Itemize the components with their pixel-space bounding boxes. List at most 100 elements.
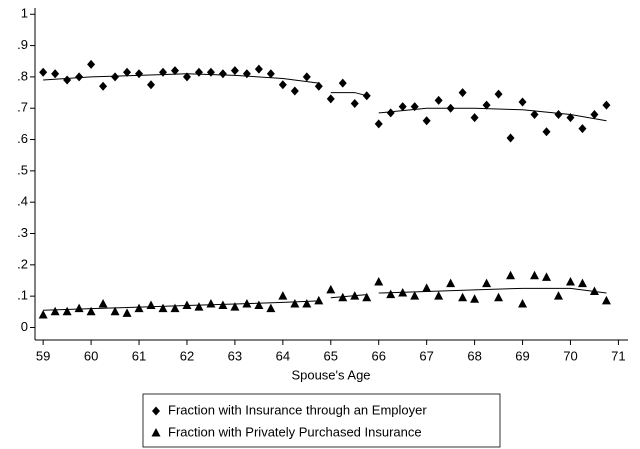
fit-line: [330, 294, 367, 299]
legend-label: Fraction with Privately Purchased Insura…: [168, 424, 422, 439]
diamond-marker: [434, 95, 443, 105]
diamond-marker: [446, 103, 455, 113]
triangle-marker: [62, 306, 72, 316]
diamond-marker: [135, 69, 144, 79]
triangle-marker: [110, 306, 120, 316]
diamond-marker: [566, 113, 575, 123]
y-tick-label: 1: [21, 6, 28, 21]
triangle-marker: [50, 306, 60, 316]
diamond-marker: [63, 75, 72, 85]
x-tick-label: 65: [324, 348, 338, 363]
diamond-marker: [87, 59, 96, 69]
y-tick-label: 0: [21, 319, 28, 334]
triangle-marker: [434, 291, 444, 300]
y-tick-label: .7: [17, 100, 28, 115]
diamond-marker: [266, 69, 275, 79]
triangle-marker: [506, 270, 516, 280]
triangle-marker: [86, 306, 96, 316]
diamond-marker: [302, 72, 311, 82]
triangle-marker: [326, 284, 336, 294]
y-tick-label: .1: [17, 288, 28, 303]
x-tick-label: 67: [419, 348, 433, 363]
diamond-marker: [422, 116, 431, 126]
x-axis-label: Spouse's Age: [291, 367, 370, 382]
diamond-marker: [99, 81, 108, 91]
triangle-marker: [374, 277, 384, 286]
diamond-marker: [530, 109, 539, 119]
diamond-marker: [494, 89, 503, 99]
x-tick-label: 61: [132, 348, 146, 363]
triangle-marker: [302, 298, 312, 308]
diamond-marker: [158, 67, 167, 77]
diamond-marker: [123, 67, 132, 77]
legend-label: Fraction with Insurance through an Emplo…: [168, 402, 427, 417]
diamond-marker: [506, 133, 515, 143]
triangle-marker: [134, 303, 144, 313]
triangle-marker: [589, 286, 599, 295]
triangle-marker: [158, 303, 168, 313]
diamond-marker: [51, 69, 60, 79]
triangle-marker: [577, 278, 587, 288]
diamond-marker: [602, 100, 611, 110]
x-tick-label: 68: [467, 348, 481, 363]
diamond-marker: [542, 127, 551, 137]
triangle-marker: [254, 300, 264, 310]
triangle-marker: [601, 295, 611, 305]
y-tick-label: .2: [17, 256, 28, 271]
diamond-marker: [152, 406, 160, 416]
triangle-marker: [170, 303, 180, 313]
x-tick-label: 64: [276, 348, 290, 363]
diamond-marker: [39, 67, 48, 77]
diamond-marker: [242, 69, 251, 79]
triangle-marker: [151, 428, 161, 437]
triangle-marker: [386, 289, 396, 299]
diamond-marker: [111, 72, 120, 82]
triangle-marker: [362, 292, 372, 302]
x-tick-label: 66: [371, 348, 385, 363]
triangle-marker: [422, 283, 432, 292]
triangle-marker: [565, 277, 575, 286]
triangle-marker: [553, 291, 563, 300]
diamond-marker: [554, 109, 563, 119]
triangle-marker: [530, 270, 540, 280]
diamond-marker: [314, 81, 323, 91]
triangle-marker: [446, 278, 456, 288]
diamond-marker: [590, 109, 599, 119]
diamond-marker: [362, 91, 371, 101]
y-tick-label: .8: [17, 68, 28, 83]
y-tick-label: .5: [17, 162, 28, 177]
diamond-marker: [386, 108, 395, 118]
triangle-marker: [122, 308, 132, 317]
x-tick-label: 71: [611, 348, 625, 363]
triangle-marker: [458, 292, 468, 302]
x-tick-label: 62: [180, 348, 194, 363]
y-tick-label: .4: [17, 194, 28, 209]
diamond-marker: [518, 97, 527, 107]
diamond-marker: [147, 80, 156, 90]
diamond-marker: [470, 113, 479, 123]
triangle-marker: [398, 288, 408, 297]
diamond-marker: [218, 69, 227, 79]
x-tick-label: 59: [36, 348, 50, 363]
diamond-marker: [398, 102, 407, 112]
triangle-marker: [266, 303, 276, 313]
diamond-marker: [278, 80, 287, 90]
triangle-marker: [38, 309, 48, 319]
fit-line: [378, 287, 607, 294]
diamond-marker: [254, 64, 263, 74]
triangle-marker: [194, 302, 204, 311]
diamond-marker: [338, 78, 347, 88]
triangle-marker: [146, 300, 156, 310]
diamond-marker: [410, 102, 419, 112]
triangle-marker: [278, 291, 288, 300]
triangle-marker: [542, 272, 552, 281]
diamond-marker: [290, 86, 299, 96]
x-tick-label: 69: [515, 348, 529, 363]
fit-line: [378, 107, 607, 122]
diamond-marker: [170, 66, 179, 76]
triangle-marker: [482, 278, 492, 288]
diamond-marker: [75, 72, 84, 82]
x-tick-label: 60: [84, 348, 98, 363]
x-tick-label: 70: [563, 348, 577, 363]
